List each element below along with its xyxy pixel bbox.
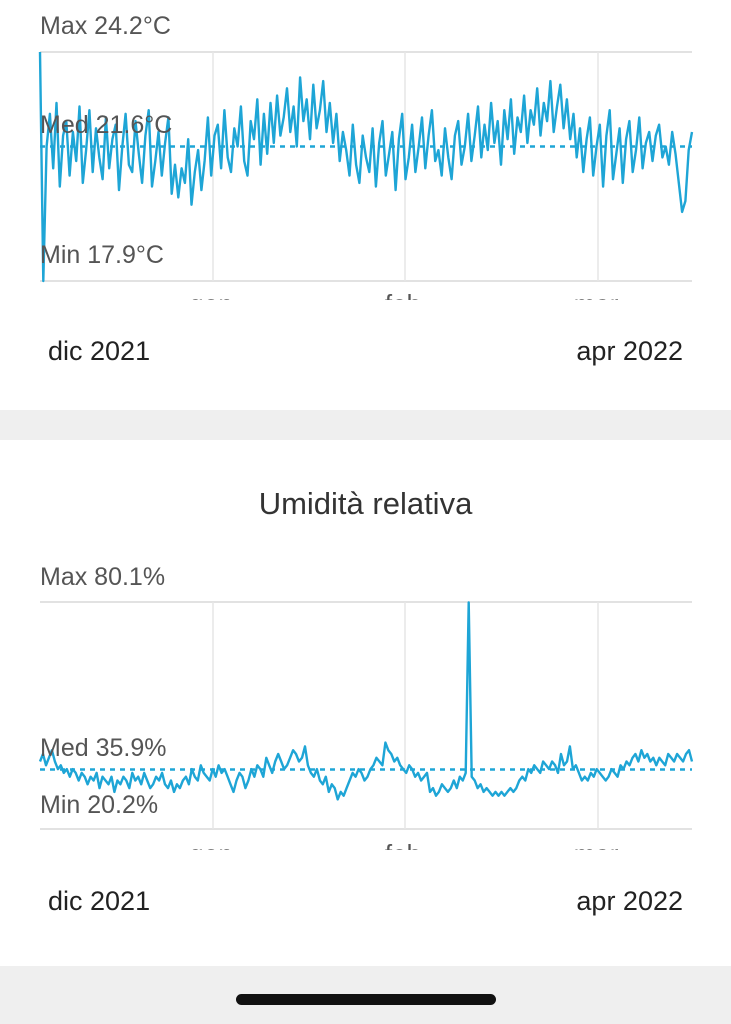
range-end-label: apr 2022 bbox=[576, 886, 683, 916]
max-label: Max 24.2°C bbox=[40, 12, 171, 40]
max-label: Max 80.1% bbox=[40, 563, 165, 591]
data-series-line bbox=[38, 51, 694, 283]
min-label: Min 20.2% bbox=[40, 791, 158, 819]
chart-title: Umidità relativa bbox=[258, 486, 473, 521]
humidity-chart: gen feb mar Max 80.1% Med 35.9% Min 20.2% bbox=[38, 563, 694, 850]
x-tick-label: gen bbox=[189, 839, 232, 850]
x-tick-label: feb bbox=[385, 839, 421, 850]
range-start-label: dic 2021 bbox=[48, 886, 151, 916]
range-start-label: dic 2021 bbox=[48, 336, 151, 366]
temperature-chart: gen feb mar Max 24.2°C Med 21.6°C Min 17.9°C bbox=[38, 12, 694, 300]
home-indicator bbox=[236, 994, 496, 1005]
med-label: Med 35.9% bbox=[40, 734, 166, 762]
section-divider bbox=[0, 410, 731, 440]
x-tick-label: gen bbox=[189, 289, 232, 300]
med-label: Med 21.6°C bbox=[40, 111, 172, 139]
x-tick-label: mar bbox=[574, 839, 619, 850]
x-tick-label: feb bbox=[385, 289, 421, 300]
humidity-card: Umidità relativa gen feb mar Max 80.1% Med 3… bbox=[0, 440, 731, 966]
range-end-label: apr 2022 bbox=[576, 336, 683, 366]
min-label: Min 17.9°C bbox=[40, 241, 164, 269]
data-series-line bbox=[38, 601, 694, 801]
x-tick-label: mar bbox=[574, 289, 619, 300]
